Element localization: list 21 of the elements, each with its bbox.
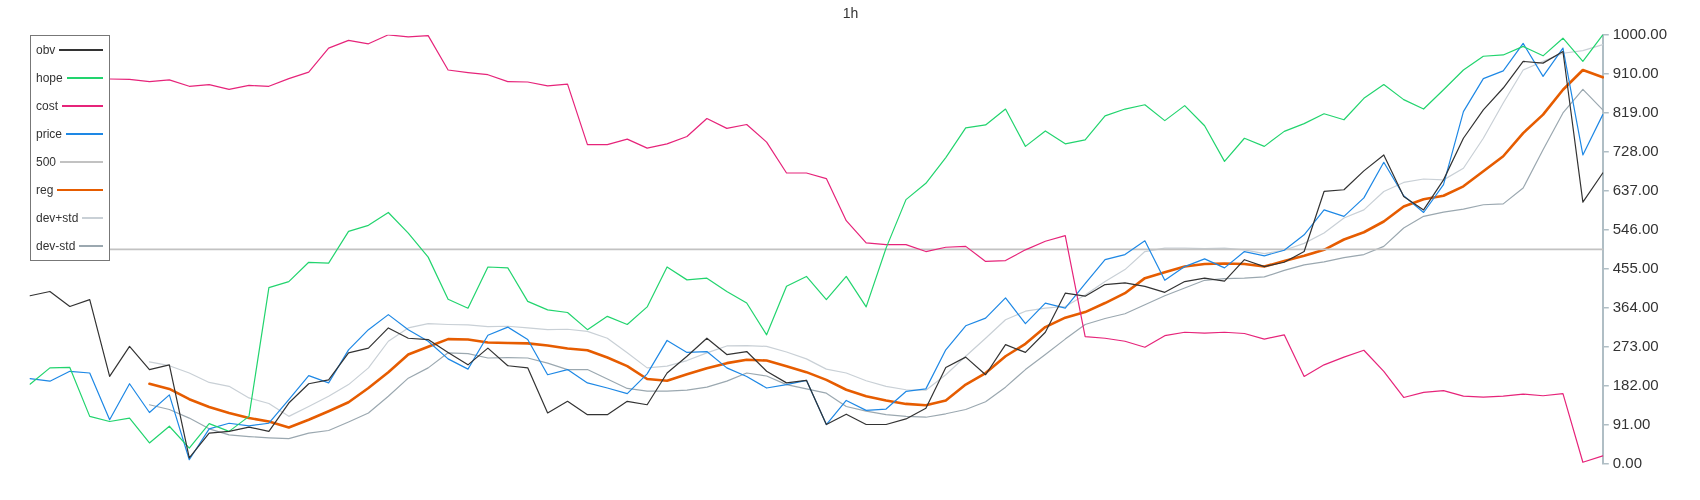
legend-label: dev+std — [36, 210, 79, 225]
y-tick-label: 182.00 — [1612, 376, 1659, 394]
legend-label: price — [36, 126, 63, 141]
y-tick-label: 455.00 — [1612, 258, 1659, 276]
y-tick-label: 728.00 — [1612, 141, 1659, 159]
y-tick-label: 910.00 — [1612, 63, 1659, 81]
legend-label: 500 — [36, 154, 57, 169]
y-tick-label: 819.00 — [1612, 102, 1659, 120]
y-tick-label: 1000.00 — [1612, 24, 1668, 42]
legend-label: dev-std — [36, 238, 76, 253]
y-tick-label: 273.00 — [1612, 336, 1659, 354]
chart-title: 1h — [842, 5, 859, 22]
legend-label: cost — [36, 98, 59, 113]
y-tick-label: 91.00 — [1612, 415, 1651, 433]
y-tick-label: 546.00 — [1612, 219, 1659, 237]
legend-label: reg — [36, 182, 54, 197]
y-tick-label: 364.00 — [1612, 297, 1659, 315]
legend-label: obv — [36, 42, 56, 57]
y-tick-label: 0.00 — [1612, 454, 1642, 472]
y-tick-label: 637.00 — [1612, 180, 1659, 198]
legend-label: hope — [36, 70, 63, 85]
